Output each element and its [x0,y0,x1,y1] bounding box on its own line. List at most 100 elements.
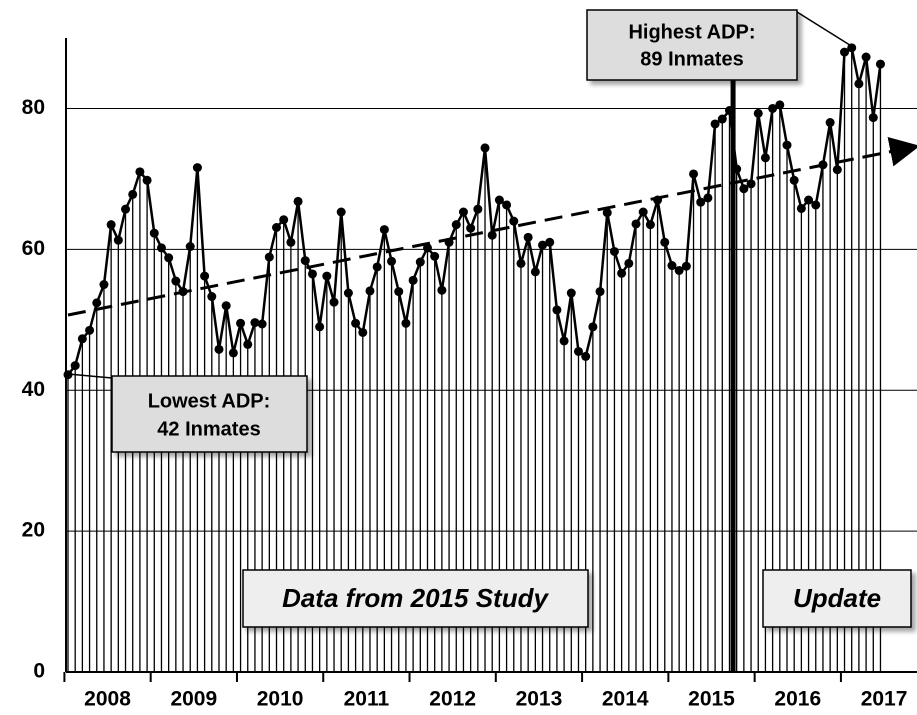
point [624,258,634,268]
point [286,237,296,247]
y-tick-label: 20 [22,519,45,542]
point [135,167,145,177]
point [667,261,677,271]
point [545,237,555,247]
point [796,203,806,213]
point [868,113,878,123]
point [408,275,418,285]
point [372,262,382,272]
point [200,271,210,281]
point [207,292,217,302]
point [494,195,504,205]
point [818,160,828,170]
y-tick-label: 60 [22,237,45,260]
point [789,175,799,185]
x-tick-label: 2008 [84,688,131,711]
x-tick-label: 2009 [170,688,217,711]
point [279,215,289,225]
point [264,252,274,262]
x-tick-label: 2012 [429,688,476,711]
point [538,240,548,250]
point [768,103,778,113]
point [343,288,353,298]
point [121,204,131,214]
point [336,207,346,217]
point [365,286,375,296]
annotation: Lowest ADP: [148,390,271,412]
point [322,271,332,281]
point [502,200,512,210]
point [509,216,519,226]
point [178,287,188,297]
point [77,334,87,344]
point [106,220,116,230]
x-tick-label: 2011 [344,688,390,711]
point [760,153,770,163]
x-tick-label: 2017 [861,688,908,711]
point [458,207,468,217]
annotation: Update [793,583,881,613]
point [70,361,80,371]
point [609,246,619,256]
annotation-box [586,9,798,81]
point [674,265,684,275]
point [660,237,670,247]
point [775,100,785,110]
point [782,140,792,150]
point [832,165,842,175]
point [99,280,109,290]
point [149,228,159,238]
point [602,208,612,218]
point [645,220,655,230]
point [192,163,202,173]
point [566,288,576,298]
annotation: 42 Inmates [157,418,260,440]
y-tick-label: 0 [33,660,45,683]
point [739,184,749,194]
point [466,223,476,233]
point [437,285,447,295]
point [875,59,885,69]
point [559,336,569,346]
point [236,318,246,328]
point [681,261,691,271]
point [595,287,605,297]
point [653,195,663,205]
point [861,52,871,62]
point [272,222,282,232]
point [164,253,174,263]
point [581,351,591,361]
point [156,243,166,253]
point [423,243,432,253]
annotation-box [762,569,912,628]
point [221,301,231,311]
point [315,322,325,332]
annotation: 89 Inmates [640,48,743,70]
point [631,219,641,229]
point [473,204,483,214]
point [696,197,706,207]
point [753,108,763,118]
point [854,79,864,89]
point [430,251,440,261]
point [185,242,195,252]
point [307,269,317,279]
annotation: Data from 2015 Study [282,583,549,613]
point [480,143,490,153]
point [300,256,310,266]
point [171,276,181,286]
point [588,322,598,332]
point [530,267,540,277]
point [617,268,627,278]
point [257,319,267,329]
point [415,257,425,267]
y-tick-label: 80 [22,96,45,119]
point [451,220,461,230]
point [128,189,138,199]
pointer [796,11,854,48]
x-tick-label: 2013 [516,688,563,711]
point [293,196,303,206]
point [523,232,533,242]
point [552,305,562,315]
annotation-box [242,569,589,628]
